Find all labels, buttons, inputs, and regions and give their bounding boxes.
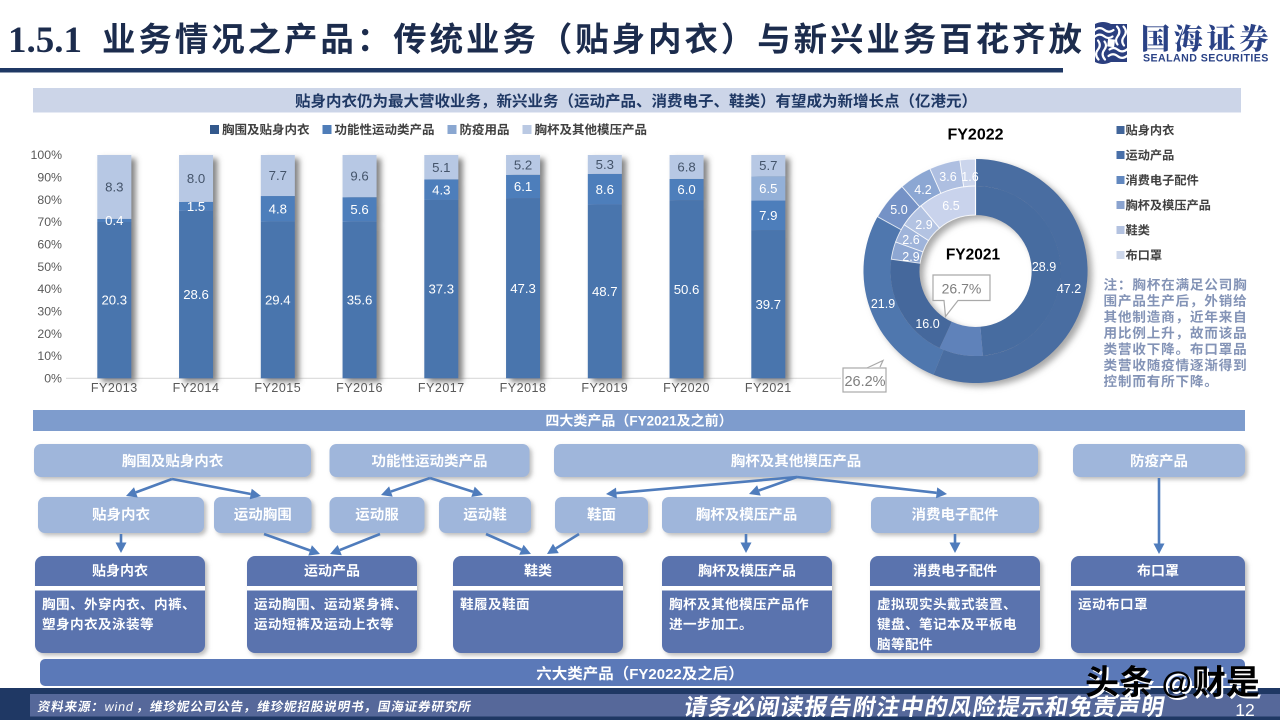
svg-text:FY2014: FY2014 [173,381,220,395]
svg-text:8.0: 8.0 [187,171,205,186]
svg-text:10%: 10% [37,349,62,363]
svg-text:6.0: 6.0 [677,182,695,197]
svg-text:5.3: 5.3 [596,157,614,172]
svg-text:28.9: 28.9 [1032,260,1056,274]
svg-text:7.9: 7.9 [759,208,777,223]
svg-text:5.2: 5.2 [514,158,532,173]
svg-text:80%: 80% [37,193,62,207]
svg-text:0%: 0% [44,372,62,386]
svg-text:8.3: 8.3 [105,180,123,195]
svg-text:5.7: 5.7 [759,158,777,173]
svg-text:FY2022: FY2022 [947,127,1003,144]
svg-text:8.6: 8.6 [596,182,614,197]
svg-text:39.7: 39.7 [755,297,781,312]
svg-text:4.2: 4.2 [914,183,931,197]
svg-text:100%: 100% [31,148,63,162]
svg-text:20.3: 20.3 [101,293,127,308]
svg-text:FY2021: FY2021 [745,381,792,395]
svg-text:48.7: 48.7 [592,284,618,299]
svg-text:2.6: 2.6 [902,233,919,247]
svg-text:wind: wind [102,700,135,714]
svg-text:5.0: 5.0 [890,203,907,217]
svg-text:FY2013: FY2013 [91,381,138,395]
svg-text:SEALAND SECURITIES: SEALAND SECURITIES [1143,53,1269,65]
svg-text:3.6: 3.6 [939,170,956,184]
svg-text:6.5: 6.5 [759,181,777,196]
svg-text:21.9: 21.9 [871,297,895,311]
svg-text:FY2017: FY2017 [418,381,465,395]
svg-text:FY2020: FY2020 [663,381,710,395]
svg-text:16.0: 16.0 [915,317,939,331]
svg-text:5.1: 5.1 [432,160,450,175]
svg-text:47.2: 47.2 [1057,282,1081,296]
svg-text:7.7: 7.7 [269,168,287,183]
svg-text:50.6: 50.6 [674,282,700,297]
svg-text:2.9: 2.9 [915,218,932,232]
svg-text:9.6: 9.6 [350,169,368,184]
svg-text:@: @ [1162,665,1192,700]
svg-text:1.5.1: 1.5.1 [8,20,82,61]
svg-text:4.3: 4.3 [432,182,450,197]
svg-text:60%: 60% [37,238,62,252]
svg-text:35.6: 35.6 [347,293,373,308]
svg-text:4.8: 4.8 [269,201,287,216]
svg-text:26.2%: 26.2% [844,374,885,390]
svg-text:FY2016: FY2016 [336,381,383,395]
svg-text:FY2018: FY2018 [500,381,547,395]
svg-text:1.5: 1.5 [187,199,205,214]
svg-text:37.3: 37.3 [428,282,454,297]
svg-text:90%: 90% [37,171,62,185]
svg-text:28.6: 28.6 [183,287,209,302]
svg-text:2.9: 2.9 [902,250,919,264]
svg-text:6.1: 6.1 [514,179,532,194]
svg-text:12: 12 [1235,700,1254,720]
svg-text:6.8: 6.8 [677,160,695,175]
svg-text:1.6: 1.6 [961,170,978,184]
svg-text:29.4: 29.4 [265,293,291,308]
svg-text:47.3: 47.3 [510,281,536,296]
svg-text:FY2019: FY2019 [581,381,628,395]
svg-text:FY2015: FY2015 [254,381,301,395]
svg-text:40%: 40% [37,282,62,296]
svg-text:@: @ [1164,667,1194,702]
svg-text:26.7%: 26.7% [942,281,982,297]
svg-text:50%: 50% [37,260,62,274]
svg-text:6.5: 6.5 [942,199,959,213]
svg-text:FY2022: FY2022 [629,666,682,683]
svg-text:30%: 30% [37,305,62,319]
svg-text:FY2021: FY2021 [629,414,677,429]
svg-text:5.6: 5.6 [350,202,368,217]
svg-text:70%: 70% [37,215,62,229]
svg-text:20%: 20% [37,327,62,341]
svg-text:0.4: 0.4 [105,213,123,228]
svg-text:FY2021: FY2021 [946,247,1001,264]
